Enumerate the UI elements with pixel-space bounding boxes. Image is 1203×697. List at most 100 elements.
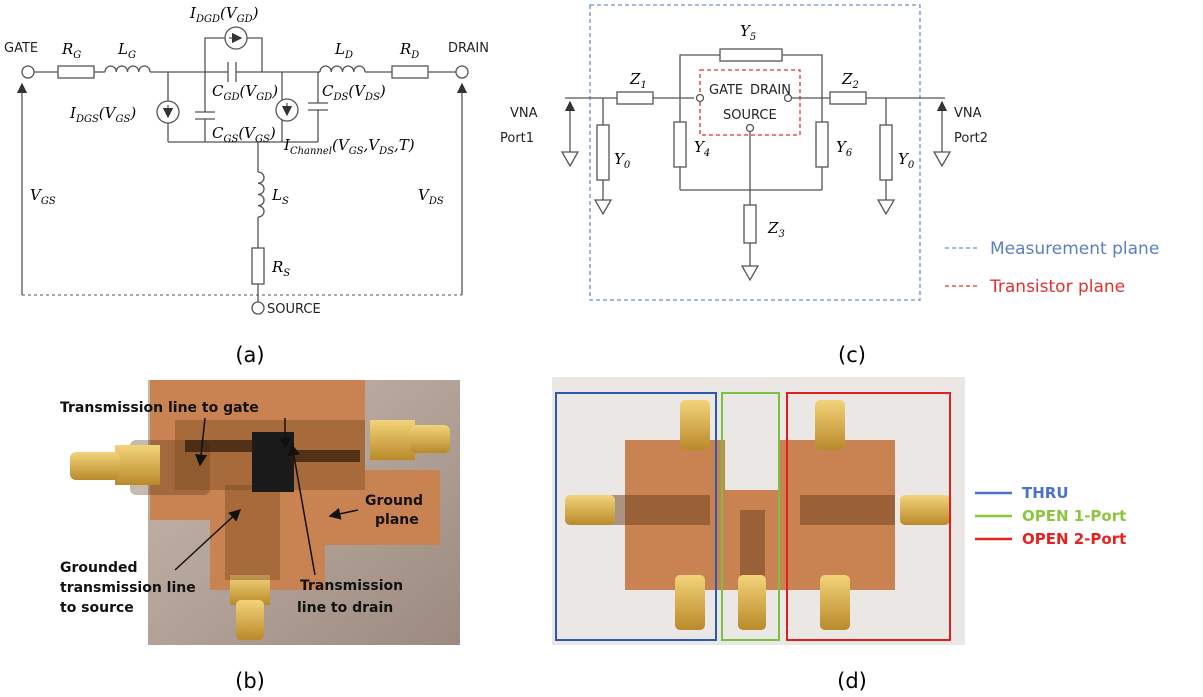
subscript: GS — [349, 146, 364, 157]
label: VNA — [954, 106, 982, 121]
symbol: R — [399, 40, 411, 58]
symbol: I — [69, 104, 77, 122]
subscript: GS — [223, 134, 238, 145]
caption: (d) — [837, 669, 867, 693]
label: RG — [61, 40, 81, 61]
caption: (a) — [235, 343, 264, 367]
symbol: L — [117, 40, 128, 58]
subscript: 0 — [624, 160, 631, 171]
symbol: R — [271, 258, 283, 276]
subscript: D — [410, 50, 419, 61]
symbol: Y — [614, 150, 626, 168]
label: LG — [117, 40, 136, 61]
label: DRAIN — [448, 41, 489, 56]
label: CGS(VGS) — [212, 124, 276, 145]
annotation: Transmission — [300, 578, 403, 594]
subscript: DS — [428, 196, 444, 207]
symbol: ) — [379, 82, 386, 100]
legend-label: OPEN 2-Port — [1022, 530, 1126, 548]
symbol: Z — [629, 70, 641, 88]
symbol: C — [212, 124, 224, 142]
label: DRAIN — [750, 83, 791, 98]
label: Z1 — [629, 70, 647, 91]
symbol: Y — [694, 138, 706, 156]
label: Port2 — [954, 131, 988, 146]
subscript: G — [73, 50, 81, 61]
symbol: Y — [740, 22, 752, 40]
label: RS — [271, 258, 290, 279]
label: Z2 — [841, 70, 859, 91]
subscript: 2 — [851, 80, 858, 91]
symbol: ) — [271, 82, 278, 100]
subscript: S — [282, 196, 289, 207]
label: Y0 — [614, 150, 631, 171]
subscript: D — [344, 50, 353, 61]
label: SOURCE — [723, 108, 777, 123]
subscript: GD — [256, 92, 272, 103]
label: Port1 — [500, 131, 534, 146]
annotation: line to drain — [297, 600, 393, 616]
legend-label: Transistor plane — [989, 277, 1125, 297]
symbol: R — [61, 40, 73, 58]
subscript: DS — [364, 92, 380, 103]
symbol: C — [212, 82, 224, 100]
label: VDS — [418, 186, 444, 207]
label: VGS — [30, 186, 56, 207]
label: Y0 — [898, 150, 915, 171]
symbol: L — [334, 40, 345, 58]
symbol: (V — [332, 136, 351, 154]
symbol: (V — [220, 4, 239, 22]
label: LS — [271, 186, 289, 207]
subscript: DGS — [75, 114, 99, 125]
subscript: G — [128, 50, 136, 61]
symbol: (V — [99, 104, 118, 122]
label: IChannel(VGS,VDS,T) — [283, 136, 415, 157]
symbol: Z — [841, 70, 853, 88]
subscript: GS — [115, 114, 130, 125]
symbol: L — [271, 186, 282, 204]
symbol: ) — [269, 124, 276, 142]
annotation: Grounded — [60, 560, 138, 576]
symbol: C — [322, 82, 334, 100]
symbol: Y — [836, 138, 848, 156]
label: Y5 — [740, 22, 756, 43]
circuit-a: GATE DRAIN SOURCE RG LG IDGD(VGD) CGD(VG… — [4, 4, 489, 367]
subscript: GS — [41, 196, 56, 207]
label: CDS(VDS) — [322, 82, 386, 103]
circuit-c: Y5 Z1 Z2 GATE DRAIN SOURCE VNA Port1 VNA… — [500, 4, 1159, 367]
subscript: 4 — [703, 148, 710, 159]
label: Z3 — [767, 219, 785, 240]
subscript: 1 — [640, 80, 646, 91]
annotation: to source — [60, 600, 134, 616]
symbol: (V — [348, 82, 367, 100]
subscript: 5 — [750, 32, 756, 43]
label: IDGS(VGS) — [69, 104, 136, 125]
symbol: ,V — [364, 136, 382, 154]
subscript: GD — [237, 14, 253, 25]
subscript: GD — [223, 92, 239, 103]
subscript: 0 — [908, 160, 915, 171]
symbol: V — [418, 186, 431, 204]
symbol: ) — [252, 4, 259, 22]
legend-label: Measurement plane — [990, 239, 1159, 259]
symbol: (V — [240, 82, 259, 100]
subscript: DS — [332, 92, 348, 103]
photo-d: THRU OPEN 1-Port OPEN 2-Port (d) — [552, 377, 1126, 693]
label: GATE — [4, 41, 38, 56]
symbol: Z — [767, 219, 779, 237]
subscript: DS — [378, 146, 394, 157]
label: LD — [334, 40, 353, 61]
caption: (b) — [235, 669, 265, 693]
label: SOURCE — [267, 302, 321, 317]
label: Y6 — [836, 138, 853, 159]
label: IDGD(VGD) — [189, 4, 259, 25]
subscript: DGD — [195, 14, 220, 25]
subscript: 3 — [778, 229, 784, 240]
caption: (c) — [838, 343, 866, 367]
symbol: V — [30, 186, 43, 204]
symbol: I — [283, 136, 291, 154]
annotation: Ground — [365, 493, 423, 509]
legend-label: OPEN 1-Port — [1022, 507, 1126, 525]
label: RD — [399, 40, 419, 61]
symbol: ,T) — [394, 136, 415, 154]
